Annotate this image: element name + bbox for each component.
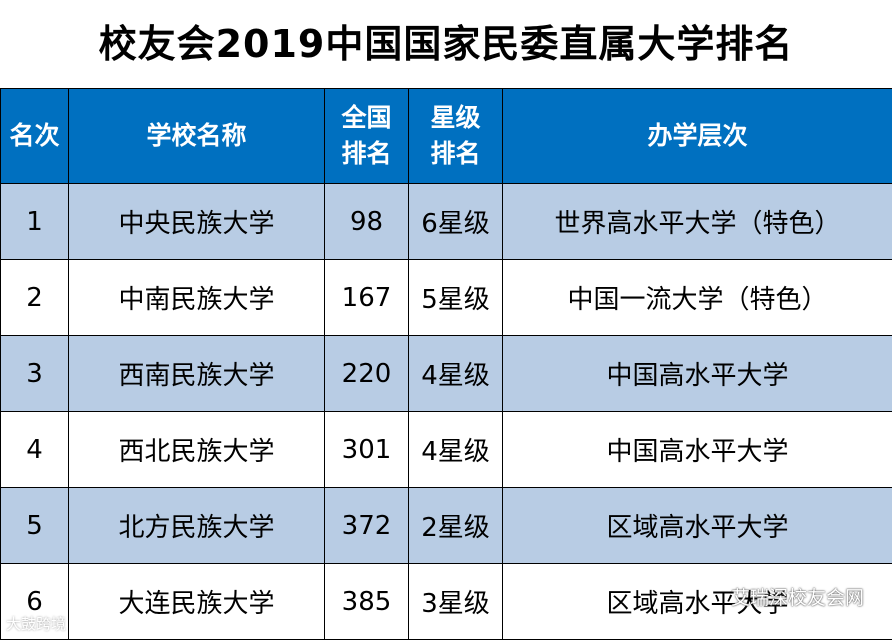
cell-rank: 6	[0, 563, 69, 640]
table-header-row: 名次 学校名称 全国排名 星级排名 办学层次	[0, 88, 892, 184]
cell-school-name: 大连民族大学	[68, 563, 325, 640]
watermark-right: 艾瑞深校友会网	[730, 587, 864, 609]
header-school-name: 学校名称	[68, 88, 325, 184]
cell-rank: 5	[0, 487, 69, 564]
page-title: 校友会2019中国国家民委直属大学排名	[98, 22, 794, 66]
cell-star-rank: 3星级	[408, 563, 503, 640]
table-row: 4 西北民族大学 301 4星级 中国高水平大学	[0, 411, 892, 488]
cell-national-rank: 167	[324, 259, 409, 336]
cell-national-rank: 372	[324, 487, 409, 564]
cell-rank: 1	[0, 183, 69, 260]
header-national-rank: 全国排名	[324, 88, 409, 184]
cell-school-name: 西南民族大学	[68, 335, 325, 412]
table-row: 3 西南民族大学 220 4星级 中国高水平大学	[0, 335, 892, 412]
cell-rank: 2	[0, 259, 69, 336]
cell-level: 区域高水平大学	[502, 563, 892, 640]
ranking-table: 名次 学校名称 全国排名 星级排名 办学层次 1 中央民族大学 98 6星级 世…	[0, 88, 892, 640]
cell-rank: 3	[0, 335, 69, 412]
header-level: 办学层次	[502, 88, 892, 184]
table-row: 5 北方民族大学 372 2星级 区域高水平大学	[0, 487, 892, 564]
cell-school-name: 西北民族大学	[68, 411, 325, 488]
table-row: 2 中南民族大学 167 5星级 中国一流大学（特色）	[0, 259, 892, 336]
table-row: 6 大连民族大学 385 3星级 区域高水平大学	[0, 563, 892, 640]
cell-star-rank: 5星级	[408, 259, 503, 336]
cell-level: 区域高水平大学	[502, 487, 892, 564]
cell-national-rank: 385	[324, 563, 409, 640]
cell-rank: 4	[0, 411, 69, 488]
cell-national-rank: 98	[324, 183, 409, 260]
header-rank: 名次	[0, 88, 69, 184]
table-row: 1 中央民族大学 98 6星级 世界高水平大学（特色）	[0, 183, 892, 260]
cell-national-rank: 301	[324, 411, 409, 488]
cell-school-name: 中央民族大学	[68, 183, 325, 260]
cell-level: 世界高水平大学（特色）	[502, 183, 892, 260]
cell-level: 中国高水平大学	[502, 411, 892, 488]
cell-level: 中国一流大学（特色）	[502, 259, 892, 336]
watermark-left: 大鼓跨境	[6, 615, 67, 633]
cell-star-rank: 2星级	[408, 487, 503, 564]
cell-national-rank: 220	[324, 335, 409, 412]
header-star-rank: 星级排名	[408, 88, 503, 184]
cell-school-name: 北方民族大学	[68, 487, 325, 564]
cell-star-rank: 6星级	[408, 183, 503, 260]
cell-star-rank: 4星级	[408, 335, 503, 412]
cell-school-name: 中南民族大学	[68, 259, 325, 336]
cell-star-rank: 4星级	[408, 411, 503, 488]
cell-level: 中国高水平大学	[502, 335, 892, 412]
